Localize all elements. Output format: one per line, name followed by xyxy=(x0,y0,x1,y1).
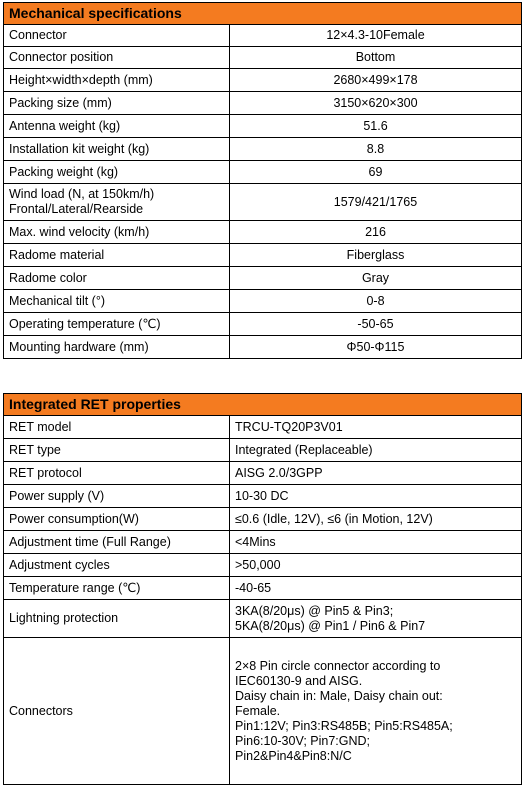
table-row: RET type Integrated (Replaceable) xyxy=(3,438,522,462)
row-label: RET protocol xyxy=(3,461,230,485)
row-label: Height×width×depth (mm) xyxy=(3,68,230,92)
table-row: Max. wind velocity (km/h) 216 xyxy=(3,220,522,244)
ret-section-title: Integrated RET properties xyxy=(3,393,522,416)
table-row: Power consumption(W) ≤0.6 (Idle, 12V), ≤6… xyxy=(3,507,522,531)
table-row: Adjustment cycles >50,000 xyxy=(3,553,522,577)
row-value: 69 xyxy=(229,160,522,184)
row-label: Packing size (mm) xyxy=(3,91,230,115)
row-value: 12×4.3-10Female xyxy=(229,24,522,47)
row-value: -50-65 xyxy=(229,312,522,336)
table-row: Radome color Gray xyxy=(3,266,522,290)
table-row: Mechanical tilt (°) 0-8 xyxy=(3,289,522,313)
row-value: TRCU-TQ20P3V01 xyxy=(229,415,522,439)
table-row: Packing size (mm) 3150×620×300 xyxy=(3,91,522,115)
table-row: Temperature range (℃) -40-65 xyxy=(3,576,522,600)
table-row: RET model TRCU-TQ20P3V01 xyxy=(3,415,522,439)
row-value: 0-8 xyxy=(229,289,522,313)
row-label: Operating temperature (℃) xyxy=(3,312,230,336)
row-value: 3KA(8/20μs) @ Pin5 & Pin3; 5KA(8/20μs) @… xyxy=(229,599,522,638)
row-label: Connector xyxy=(3,24,230,47)
row-label: Adjustment time (Full Range) xyxy=(3,530,230,554)
row-value: -40-65 xyxy=(229,576,522,600)
row-value: ≤0.6 (Idle, 12V), ≤6 (in Motion, 12V) xyxy=(229,507,522,531)
row-label: Power consumption(W) xyxy=(3,507,230,531)
table-row: Connector position Bottom xyxy=(3,46,522,69)
row-label: Wind load (N, at 150km/h) Frontal/Latera… xyxy=(3,183,230,221)
row-label: Mounting hardware (mm) xyxy=(3,335,230,359)
row-label: RET model xyxy=(3,415,230,439)
row-value: Integrated (Replaceable) xyxy=(229,438,522,462)
table-row: Packing weight (kg) 69 xyxy=(3,160,522,184)
row-value: Bottom xyxy=(229,46,522,69)
row-value: 216 xyxy=(229,220,522,244)
row-label: Temperature range (℃) xyxy=(3,576,230,600)
table-row: Connector 12×4.3-10Female xyxy=(3,24,522,47)
table-row: Mounting hardware (mm) Φ50-Φ115 xyxy=(3,335,522,359)
row-label: Lightning protection xyxy=(3,599,230,638)
row-label: Installation kit weight (kg) xyxy=(3,137,230,161)
row-value: 2×8 Pin circle connector according to IE… xyxy=(229,637,522,785)
table-row: Adjustment time (Full Range) <4Mins xyxy=(3,530,522,554)
table-row: Connectors 2×8 Pin circle connector accor… xyxy=(3,637,522,785)
mechanical-section-title: Mechanical specifications xyxy=(3,2,522,25)
table-row: Lightning protection 3KA(8/20μs) @ Pin5 &… xyxy=(3,599,522,638)
table-row: Wind load (N, at 150km/h) Frontal/Latera… xyxy=(3,183,522,221)
row-value: Fiberglass xyxy=(229,243,522,267)
table-row: Radome material Fiberglass xyxy=(3,243,522,267)
row-label: Power supply (V) xyxy=(3,484,230,508)
table-row: Height×width×depth (mm) 2680×499×178 xyxy=(3,68,522,92)
row-label: Mechanical tilt (°) xyxy=(3,289,230,313)
row-value: 10-30 DC xyxy=(229,484,522,508)
row-label: Radome color xyxy=(3,266,230,290)
row-value: Φ50-Φ115 xyxy=(229,335,522,359)
row-value: <4Mins xyxy=(229,530,522,554)
row-label: Radome material xyxy=(3,243,230,267)
row-label: RET type xyxy=(3,438,230,462)
row-value: >50,000 xyxy=(229,553,522,577)
row-label: Antenna weight (kg) xyxy=(3,114,230,138)
row-value: Gray xyxy=(229,266,522,290)
table-row: Power supply (V) 10-30 DC xyxy=(3,484,522,508)
table-row: Operating temperature (℃) -50-65 xyxy=(3,312,522,336)
row-label: Adjustment cycles xyxy=(3,553,230,577)
row-value: AISG 2.0/3GPP xyxy=(229,461,522,485)
row-value: 51.6 xyxy=(229,114,522,138)
mechanical-specifications-table: Mechanical specifications Connector 12×4.… xyxy=(3,2,522,359)
table-row: Antenna weight (kg) 51.6 xyxy=(3,114,522,138)
table-row: Installation kit weight (kg) 8.8 xyxy=(3,137,522,161)
ret-properties-table: Integrated RET properties RET model TRCU-… xyxy=(3,393,522,785)
row-value: 2680×499×178 xyxy=(229,68,522,92)
row-label: Connector position xyxy=(3,46,230,69)
table-row: RET protocol AISG 2.0/3GPP xyxy=(3,461,522,485)
row-value: 1579/421/1765 xyxy=(229,183,522,221)
row-label: Connectors xyxy=(3,637,230,785)
row-label: Packing weight (kg) xyxy=(3,160,230,184)
row-value: 8.8 xyxy=(229,137,522,161)
row-label: Max. wind velocity (km/h) xyxy=(3,220,230,244)
row-value: 3150×620×300 xyxy=(229,91,522,115)
